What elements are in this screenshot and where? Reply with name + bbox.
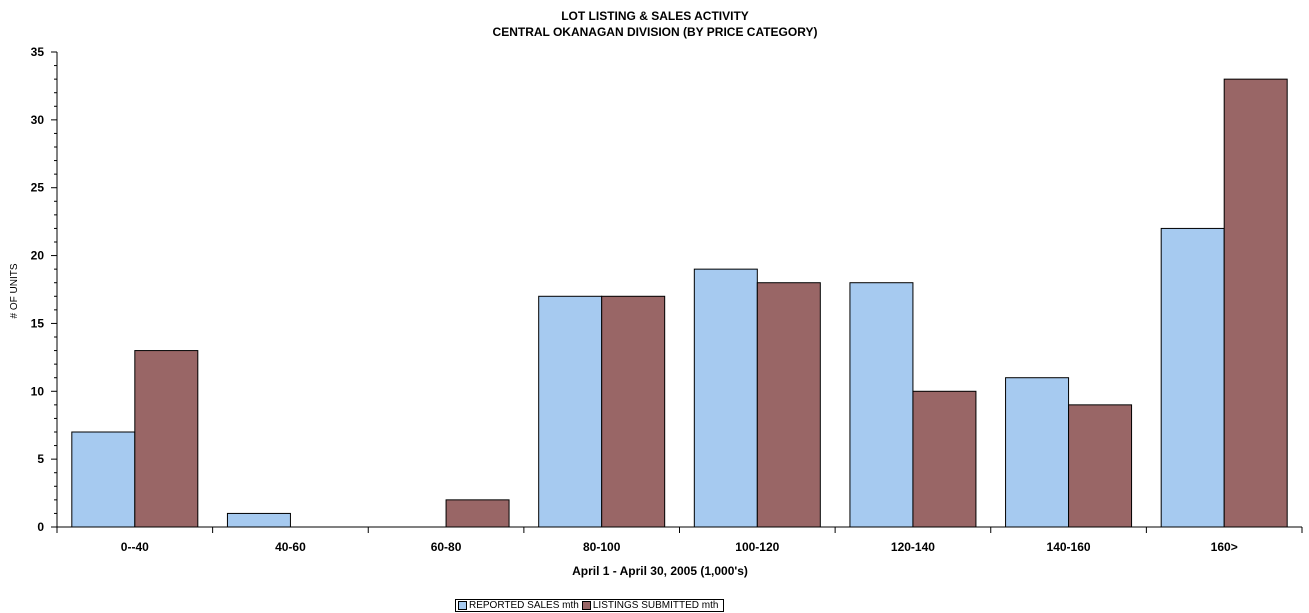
bar-listings-2: [445, 499, 510, 528]
x-axis-title: April 1 - April 30, 2005 (1,000's): [572, 564, 748, 578]
bar-sales-7: [1160, 227, 1225, 528]
legend-item-listings: LISTINGS SUBMITTED mth: [581, 600, 719, 611]
legend: REPORTED SALES mth LISTINGS SUBMITTED mt…: [455, 599, 725, 612]
bars-group: [71, 78, 1288, 528]
y-tick-label: 30: [31, 113, 45, 127]
axes-group: 0 5 10 15 20 25 30 35 0--40 40-60 60-80 80-100 100-1…: [31, 45, 1303, 554]
legend-label-sales: REPORTED SALES mth: [469, 600, 579, 611]
bar-sales-0: [71, 431, 136, 528]
x-tick-label: 60-80: [431, 540, 462, 554]
bar-listings-5: [912, 390, 977, 528]
bar-sales-4: [693, 268, 758, 528]
chart-title: LOT LISTING & SALES ACTIVITY: [561, 9, 749, 23]
y-tick-label: 15: [31, 316, 45, 330]
bar-listings-7: [1223, 78, 1288, 528]
y-tick-label: 25: [31, 181, 45, 195]
x-tick-label: 40-60: [275, 540, 306, 554]
bar-sales-6: [1005, 377, 1070, 528]
bar-sales-5: [849, 282, 914, 528]
y-tick-label: 20: [31, 249, 45, 263]
bar-listings-4: [756, 282, 821, 528]
x-tick-label: 120-140: [891, 540, 935, 554]
y-tick-label: 0: [37, 520, 44, 534]
x-tick-label: 80-100: [583, 540, 621, 554]
bar-listings-0: [134, 350, 199, 528]
chart-subtitle: CENTRAL OKANAGAN DIVISION (BY PRICE CATE…: [493, 25, 818, 39]
x-tick-label: 100-120: [735, 540, 779, 554]
bar-sales-3: [538, 295, 603, 528]
y-axis-title: # OF UNITS: [9, 263, 20, 318]
bar-sales-1: [226, 512, 291, 528]
x-tick-label: 140-160: [1047, 540, 1091, 554]
bar-listings-3: [601, 295, 666, 528]
y-tick-label: 10: [31, 384, 45, 398]
legend-item-sales: REPORTED SALES mth: [458, 600, 579, 611]
x-tick-label: 0--40: [121, 540, 149, 554]
legend-swatch-listings: [581, 601, 591, 610]
legend-swatch-sales: [458, 601, 467, 610]
x-tick-label: 160>: [1211, 540, 1238, 554]
y-tick-label: 5: [37, 452, 44, 466]
legend-label-listings: LISTINGS SUBMITTED mth: [592, 600, 719, 611]
y-tick-label: 35: [31, 45, 45, 59]
bar-listings-6: [1068, 404, 1133, 528]
